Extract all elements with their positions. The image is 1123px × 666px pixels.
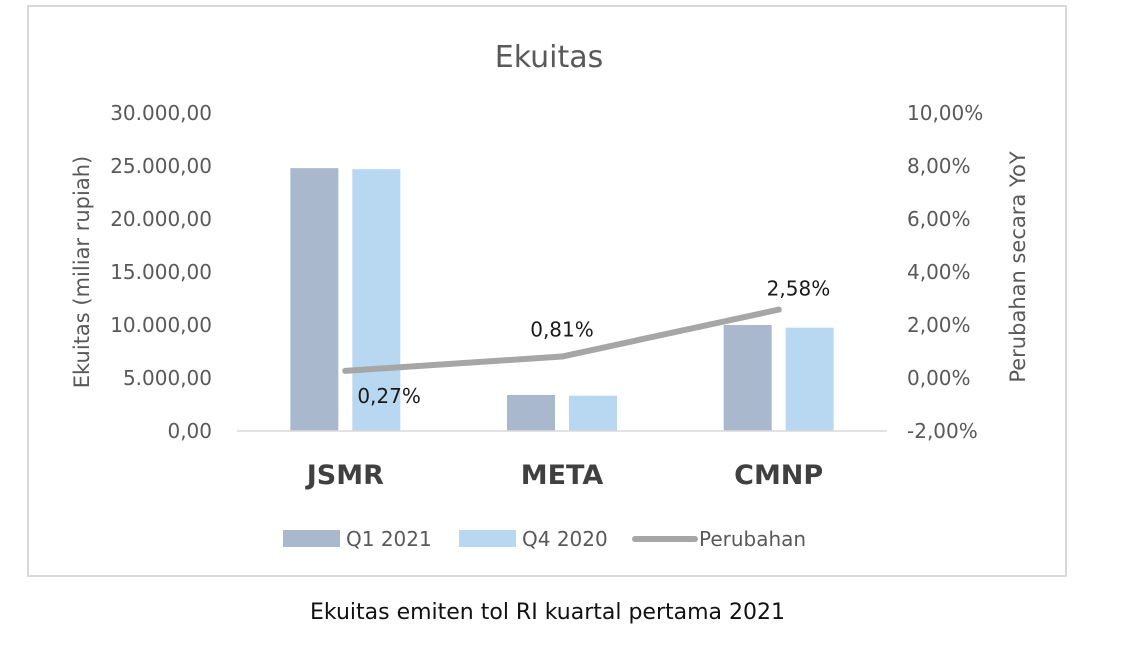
y2-tick-label: 6,00% <box>907 207 971 231</box>
y2-tick-label: 0,00% <box>907 366 971 390</box>
line-point-perubahan <box>775 306 782 313</box>
bar-q4-2020-meta <box>569 395 617 431</box>
x-tick-label: META <box>521 460 604 491</box>
bar-q4-2020-cmnp <box>785 327 834 431</box>
chart-caption: Ekuitas emiten tol RI kuartal pertama 20… <box>309 600 785 625</box>
y2-axis-title: Perubahan secara YoY <box>1006 151 1030 382</box>
y-tick-label: 5.000,00 <box>123 366 212 390</box>
y2-tick-label: 8,00% <box>907 154 971 178</box>
legend-label: Q1 2021 <box>346 527 432 551</box>
line-point-perubahan <box>559 353 565 360</box>
legend-swatch <box>459 530 516 547</box>
chart-frame: Ekuitas 30.000,00 25.000,00 20.000,00 15.000… <box>27 5 1067 577</box>
data-label-perubahan: 0,81% <box>530 318 594 342</box>
legend-label: Q4 2020 <box>522 527 608 551</box>
y-tick-label: 10.000,00 <box>110 313 212 337</box>
y-tick-label: 30.000,00 <box>110 101 212 125</box>
x-tick-label: JSMR <box>305 460 384 491</box>
y-tick-label: 15.000,00 <box>110 260 212 284</box>
bar-q1-2021-meta <box>507 394 555 431</box>
y2-tick-label: 10,00% <box>907 101 983 125</box>
y-tick-label: 25.000,00 <box>110 154 212 178</box>
data-label-perubahan: 0,27% <box>357 384 421 408</box>
bar-q4-2020-jsmr <box>352 169 401 431</box>
chart-svg: Ekuitas 30.000,00 25.000,00 20.000,00 15.000… <box>70 40 1030 551</box>
line-point-perubahan <box>342 367 349 374</box>
bar-q1-2021-cmnp <box>723 325 772 431</box>
legend-swatch <box>283 530 340 547</box>
y2-tick-label: 2,00% <box>907 313 971 337</box>
bar-q1-2021-jsmr <box>290 168 339 431</box>
legend-label: Perubahan <box>699 527 806 551</box>
x-tick-label: CMNP <box>734 460 823 491</box>
y-tick-label: 0,00 <box>167 419 212 443</box>
y-axis-title: Ekuitas (miliar rupiah) <box>70 156 94 388</box>
data-label-perubahan: 2,58% <box>767 277 831 301</box>
y2-tick-label: 4,00% <box>907 260 971 284</box>
chart-title: Ekuitas <box>495 40 604 75</box>
y-tick-label: 20.000,00 <box>110 207 212 231</box>
y2-tick-label: -2,00% <box>907 419 978 443</box>
